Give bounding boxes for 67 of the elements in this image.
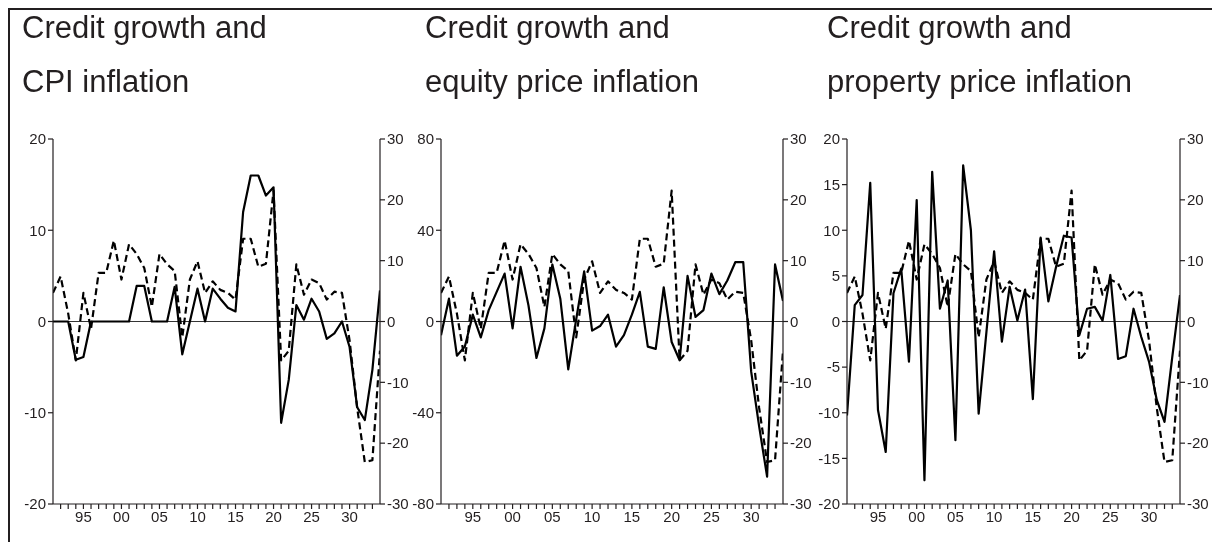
y2-tick-label: 0: [790, 312, 799, 330]
x-tick-label: 15: [227, 507, 244, 525]
y-tick-label: 10: [29, 221, 46, 239]
chart-title: Credit growth and CPI inflation: [22, 9, 267, 101]
y-tick-label: -20: [818, 495, 840, 513]
y2-tick-label: -20: [1187, 434, 1209, 452]
y2-tick-label: 0: [387, 312, 396, 330]
x-tick-label: 25: [303, 507, 320, 525]
x-tick-label: 15: [1024, 507, 1042, 525]
y-tick-label: 0: [37, 312, 46, 330]
x-tick-label: 05: [947, 507, 964, 525]
y2-tick-label: 30: [790, 130, 807, 148]
x-tick-label: 10: [985, 507, 1003, 525]
y2-tick-label: -10: [1187, 373, 1209, 391]
y-tick-label: 0: [425, 312, 434, 330]
x-tick-label: 95: [869, 507, 887, 525]
x-tick-label: 10: [583, 507, 601, 525]
y-tick-label: -15: [818, 449, 840, 467]
chart-title: Credit growth and property price inflation: [827, 9, 1132, 101]
y-tick-label: 40: [417, 221, 434, 239]
y-tick-label: 20: [29, 130, 46, 148]
y2-tick-label: 20: [1187, 191, 1204, 209]
y2-tick-label: -10: [790, 373, 812, 391]
x-tick-label: 25: [703, 507, 720, 525]
y-tick-label: 5: [831, 267, 840, 285]
y-tick-label: 10: [823, 221, 840, 239]
x-tick-label: 20: [265, 507, 282, 525]
y2-tick-label: 10: [1187, 251, 1204, 269]
x-tick-label: 20: [1063, 507, 1080, 525]
y-tick-label: -20: [24, 495, 46, 513]
x-tick-label: 00: [504, 507, 521, 525]
y-tick-label: 15: [823, 175, 840, 193]
y-tick-label: -80: [412, 495, 434, 513]
x-tick-label: 05: [544, 507, 561, 525]
x-tick-label: 05: [151, 507, 168, 525]
chart-title: Credit growth and equity price inflation: [425, 9, 699, 101]
x-tick-label: 00: [908, 507, 926, 525]
y-tick-label: -10: [818, 404, 840, 422]
x-tick-label: 25: [1101, 507, 1119, 525]
y-tick-label: 80: [417, 130, 434, 148]
y2-tick-label: 30: [1187, 130, 1204, 148]
y2-tick-label: 10: [790, 251, 807, 269]
x-tick-label: 20: [663, 507, 680, 525]
y2-tick-label: -30: [790, 495, 812, 513]
x-tick-label: 00: [113, 507, 130, 525]
y2-tick-label: 20: [790, 191, 807, 209]
y2-tick-label: 20: [387, 191, 404, 209]
y-tick-label: 0: [831, 312, 840, 330]
y2-tick-label: -20: [790, 434, 812, 452]
x-tick-label: 30: [742, 507, 760, 525]
x-tick-label: 10: [189, 507, 206, 525]
y-tick-label: -10: [24, 404, 46, 422]
x-tick-label: 30: [1140, 507, 1158, 525]
x-tick-label: 95: [75, 507, 92, 525]
x-tick-label: 95: [464, 507, 482, 525]
y2-tick-label: 10: [387, 251, 404, 269]
y-tick-label: 20: [823, 130, 840, 148]
y2-tick-label: 0: [1187, 312, 1196, 330]
y2-tick-label: -20: [387, 434, 409, 452]
x-tick-label: 30: [341, 507, 358, 525]
y2-tick-label: -30: [387, 495, 409, 513]
y2-tick-label: -10: [387, 373, 409, 391]
y-tick-label: -40: [412, 404, 434, 422]
y2-tick-label: 30: [387, 130, 404, 148]
y2-tick-label: -30: [1187, 495, 1209, 513]
y-tick-label: -5: [826, 358, 840, 376]
x-tick-label: 15: [623, 507, 641, 525]
